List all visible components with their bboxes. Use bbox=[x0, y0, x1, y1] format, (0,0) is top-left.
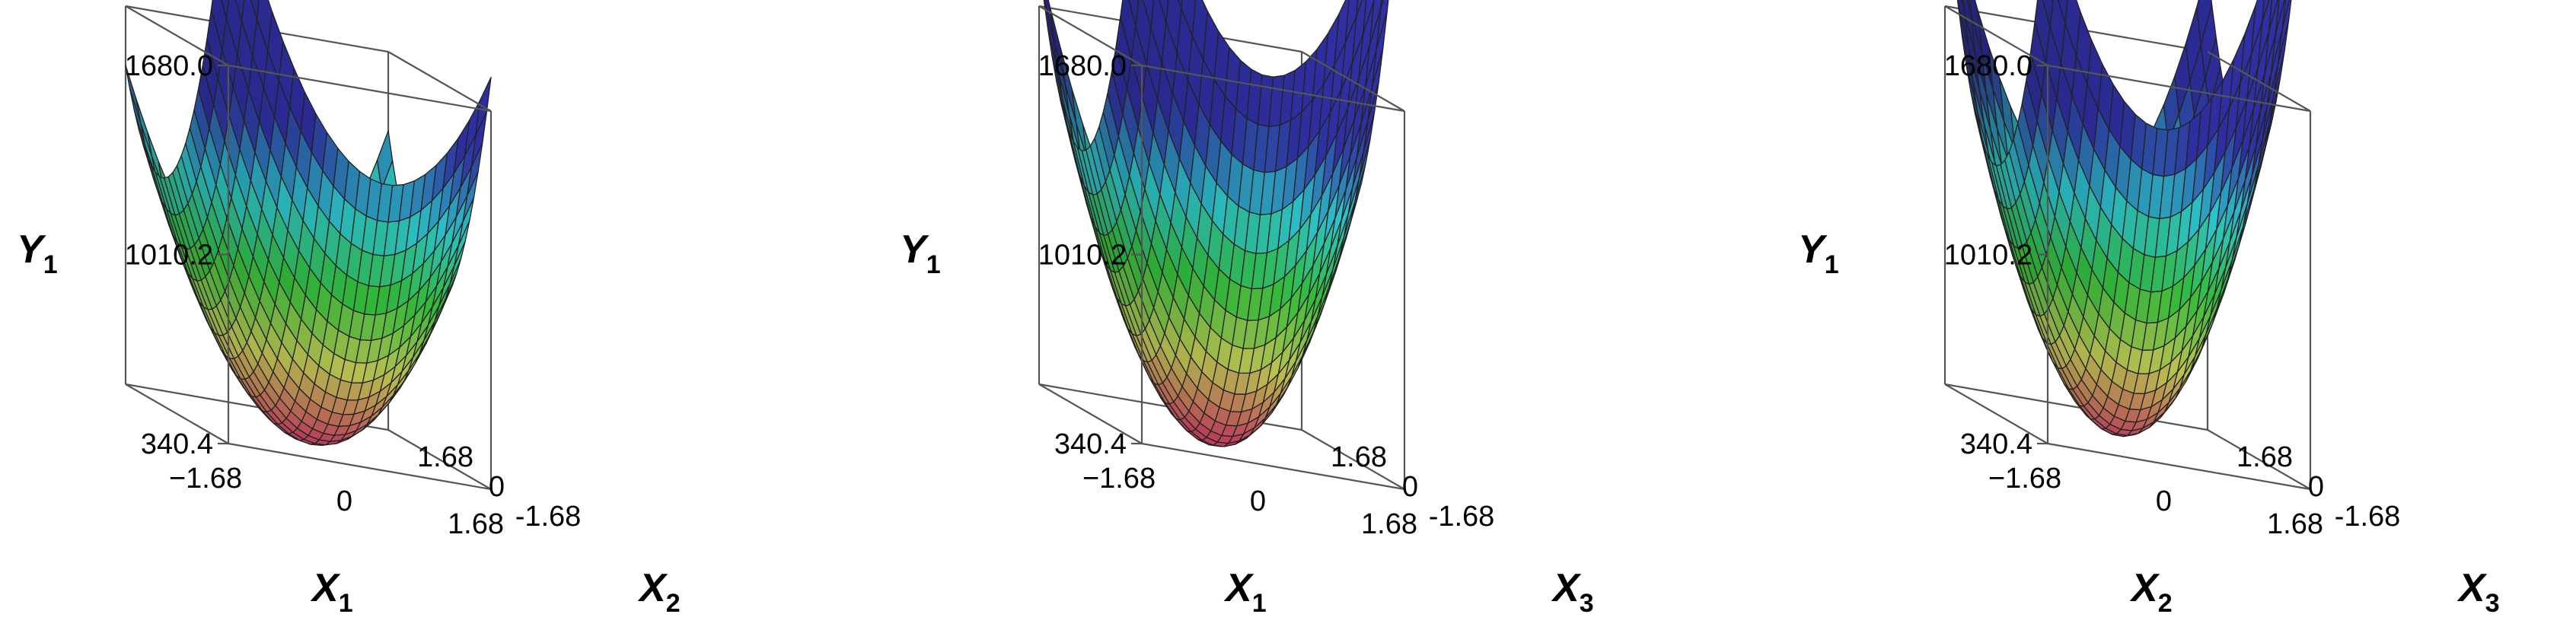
z-axis-label: Y1 bbox=[17, 228, 58, 279]
box-edge bbox=[2207, 429, 2311, 490]
y-tick-label: -1.68 bbox=[1429, 501, 1495, 533]
box-front-edges bbox=[1944, 5, 2312, 491]
surface-mesh bbox=[125, 0, 492, 447]
z-tick-label: 1680.0 bbox=[125, 50, 213, 82]
y-tick-label: 1.68 bbox=[1331, 441, 1387, 473]
surface-patch bbox=[2262, 0, 2270, 23]
box-edge bbox=[228, 442, 492, 491]
x-tick-label: −1.68 bbox=[1988, 463, 2061, 495]
surface-mesh bbox=[1043, 0, 1389, 447]
z-tick-label: 1010.2 bbox=[1944, 240, 2032, 272]
y-tick-label: 0 bbox=[1402, 471, 1418, 503]
z-tick-label: 340.4 bbox=[1960, 428, 2032, 460]
y-axis-label: X3 bbox=[1551, 566, 1594, 618]
surface-patch bbox=[2268, 0, 2278, 32]
surface-plot-3: 1680.0 1010.2 340.4−1.68 0 1.68 -1.68 0 1.68 X2 X… bbox=[1798, 0, 2500, 618]
x-tick-label: 1.68 bbox=[448, 508, 504, 540]
box-edge bbox=[1944, 383, 2048, 444]
z-axis-label: Y1 bbox=[1798, 228, 1839, 279]
box-edge bbox=[1141, 442, 1405, 491]
surface-plot-1: 1680.0 1010.2 340.4−1.68 0 1.68 -1.68 0 1.68 X1 X… bbox=[17, 0, 681, 618]
surface-patch bbox=[1373, 0, 1375, 2]
x-tick-label: −1.68 bbox=[1082, 463, 1156, 495]
x-tick-label: 0 bbox=[336, 485, 352, 517]
box-edge bbox=[228, 64, 492, 113]
y-tick-label: -1.68 bbox=[515, 501, 582, 533]
x-tick-label: 0 bbox=[2156, 485, 2172, 517]
x-tick-label: −1.68 bbox=[169, 463, 242, 495]
x-axis-label: X1 bbox=[310, 566, 353, 618]
box-edge bbox=[387, 51, 492, 112]
box-edge bbox=[1301, 429, 1405, 490]
surface-patch bbox=[1380, 0, 1384, 9]
box-edge bbox=[1038, 5, 1143, 66]
y-tick-label: 0 bbox=[2308, 471, 2324, 503]
z-tick-label: 1010.2 bbox=[1038, 240, 1127, 272]
box-front-edges bbox=[1038, 5, 1406, 491]
surface-patch bbox=[2281, 0, 2290, 30]
box-edge bbox=[387, 429, 492, 490]
y-tick-label: 1.68 bbox=[417, 441, 473, 473]
y-axis-label: X3 bbox=[2456, 566, 2500, 618]
z-tick-label: 1010.2 bbox=[125, 240, 213, 272]
x-axis-label: X2 bbox=[2129, 566, 2173, 618]
box-edge bbox=[2047, 442, 2311, 491]
box-edge bbox=[2047, 64, 2311, 113]
y-axis-label: X2 bbox=[637, 566, 681, 618]
y-tick-label: 0 bbox=[489, 471, 505, 503]
box-edge bbox=[2207, 51, 2311, 112]
x-tick-label: 0 bbox=[1250, 485, 1266, 517]
y-tick-label: -1.68 bbox=[2335, 501, 2401, 533]
box-edge bbox=[1301, 51, 1405, 112]
surface-patch bbox=[1376, 0, 1389, 50]
box-edge bbox=[125, 5, 229, 66]
surface-patch bbox=[2275, 0, 2285, 35]
z-tick-label: 1680.0 bbox=[1944, 50, 2032, 82]
surface-plot-2: 1680.0 1010.2 340.4−1.68 0 1.68 -1.68 0 1.68 X1 X… bbox=[900, 0, 1594, 618]
z-axis-label: Y1 bbox=[900, 228, 941, 279]
z-tick-label: 340.4 bbox=[141, 428, 213, 460]
x-axis-label: X1 bbox=[1223, 566, 1267, 618]
x-tick-label: 1.68 bbox=[1361, 508, 1417, 540]
box-edge bbox=[125, 383, 229, 444]
surface-patch bbox=[1356, 0, 1363, 17]
box-edge bbox=[1038, 383, 1143, 444]
box-edge bbox=[1141, 64, 1405, 113]
x-tick-label: 1.68 bbox=[2267, 508, 2323, 540]
z-tick-label: 340.4 bbox=[1054, 428, 1127, 460]
box-edge bbox=[1944, 5, 2048, 66]
z-tick-label: 1680.0 bbox=[1038, 50, 1127, 82]
box-edge bbox=[1944, 383, 2208, 431]
y-tick-label: 1.68 bbox=[2236, 441, 2293, 473]
surface-mesh bbox=[1956, 0, 2292, 438]
surface-patch bbox=[2277, 0, 2292, 65]
